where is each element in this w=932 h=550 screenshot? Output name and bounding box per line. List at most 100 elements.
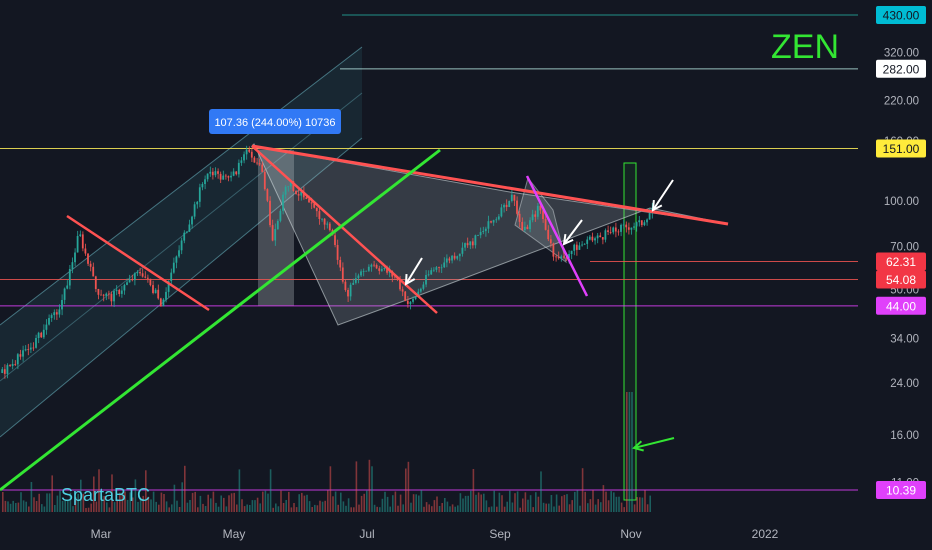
volume-bar (342, 501, 345, 512)
candle-body (607, 230, 609, 232)
candle-body (310, 202, 313, 204)
volume-bar (220, 495, 222, 512)
candle-body (113, 291, 115, 302)
volume-bar (121, 492, 124, 512)
volume-bar (420, 490, 423, 512)
volume-bar (165, 501, 168, 512)
price-tick-label: 70.00 (890, 242, 919, 254)
volume-bar (171, 504, 173, 512)
volume-bar (524, 492, 527, 512)
candle-body (94, 276, 97, 289)
volume-bar (275, 503, 277, 512)
candle-body (243, 154, 245, 161)
candle-body (84, 248, 87, 254)
candle-body (29, 347, 32, 350)
candle-body (315, 207, 318, 212)
volume-bar (217, 506, 220, 512)
candle-body (217, 171, 219, 174)
volume-bar (61, 501, 64, 512)
candle-body (378, 268, 381, 271)
volume-bar (353, 507, 355, 512)
volume-bar (433, 500, 436, 512)
candle-body (178, 250, 180, 257)
candle-body (409, 301, 412, 304)
candle-body (58, 309, 61, 315)
volume-bar (202, 503, 204, 512)
candle-body (581, 244, 583, 246)
volume-bar (210, 498, 212, 512)
volume-bar (56, 495, 59, 512)
white-arrow-nov (651, 179, 674, 212)
candle-body (152, 285, 154, 293)
volume-bar (28, 506, 30, 512)
candle-body (526, 226, 529, 230)
candle-body (503, 204, 505, 208)
candle-body (40, 332, 43, 338)
volume-bar (212, 491, 215, 512)
arrow-head (631, 440, 644, 452)
volume-bar (545, 503, 547, 512)
candle-body (279, 210, 282, 221)
volume-bar (20, 492, 22, 512)
volume-bar (618, 496, 620, 512)
volume-bar (288, 491, 290, 512)
candle-body (529, 220, 531, 230)
volume-bar (644, 490, 646, 512)
volume-bar (451, 504, 454, 512)
volume-bar (631, 392, 633, 512)
volume-bar (462, 498, 464, 512)
price-tick-label: 320.00 (884, 48, 919, 60)
candle-body (614, 227, 617, 232)
volume-bar (181, 482, 183, 512)
volume-bar (509, 490, 511, 512)
candle-body (357, 275, 360, 279)
price-level-badge (876, 6, 926, 24)
volume-bar (230, 493, 233, 512)
candle-body (523, 226, 526, 231)
candle-body (92, 266, 95, 277)
volume-bar (389, 506, 391, 512)
volume-bar (38, 493, 40, 512)
volume-bar (485, 500, 488, 512)
volume-bar (77, 494, 79, 512)
volume-bar (347, 498, 350, 512)
price-level-badge (876, 270, 926, 289)
candle-body (617, 231, 620, 233)
candle-body (601, 237, 604, 240)
volume-bar (506, 501, 508, 512)
volume-bar (311, 507, 313, 512)
candle-body (313, 203, 316, 208)
candle-body (193, 204, 196, 217)
volume-bar (225, 506, 228, 512)
volume-bar (589, 499, 592, 512)
candle-body (560, 256, 563, 259)
volume-bar (340, 492, 342, 512)
descending-resistance-line (251, 145, 438, 314)
volume-bar (204, 506, 207, 512)
candle-body (63, 288, 66, 300)
candle-body (144, 276, 147, 278)
volume-bar (145, 470, 147, 512)
volume-bar (503, 506, 506, 512)
candle-body (11, 364, 14, 366)
volume-bar (272, 507, 274, 512)
candle-body (544, 219, 547, 230)
candle-body (427, 274, 430, 276)
candle-body (271, 225, 274, 241)
volume-bar (519, 507, 521, 512)
volume-bar (379, 507, 381, 512)
candle-body (61, 300, 63, 310)
volume-bar (415, 494, 417, 512)
candle-body (53, 312, 56, 316)
volume-bar (636, 497, 638, 512)
candle-body (599, 235, 602, 238)
price-tick-label: 220.00 (884, 96, 919, 108)
volume-bar (537, 496, 540, 512)
candle-body (575, 244, 578, 250)
volume-bar (366, 490, 368, 512)
volume-bar (496, 506, 498, 512)
candle-body (292, 181, 295, 191)
volume-bar (472, 469, 475, 512)
volume-bar (363, 493, 365, 512)
candle-body (404, 291, 407, 301)
